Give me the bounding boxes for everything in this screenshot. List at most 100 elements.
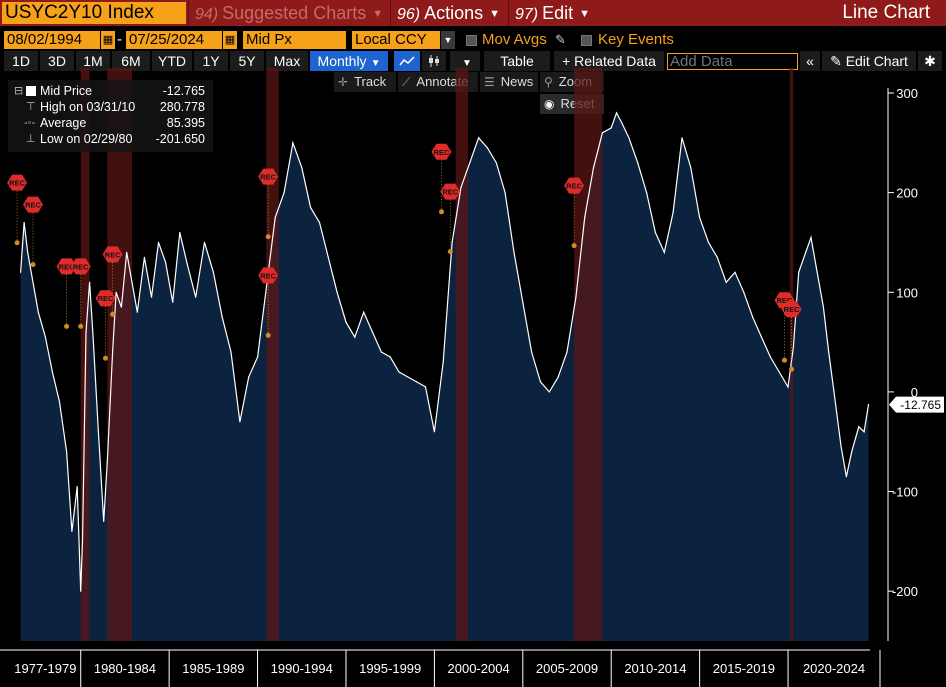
x-group-label: 2000-2004 xyxy=(448,661,510,676)
data-point xyxy=(637,162,639,164)
candlestick-glyph xyxy=(429,55,439,67)
pencil-icon[interactable]: ✎ xyxy=(555,32,566,47)
edit-menu[interactable]: 97) Edit ▼ xyxy=(508,0,594,26)
range-ytd-button[interactable]: YTD xyxy=(152,51,192,71)
rec-marker-label: REC xyxy=(9,179,25,188)
zoom-label: Zoom xyxy=(558,74,593,89)
periodicity-select[interactable]: Monthly ▼ xyxy=(310,51,388,71)
data-point xyxy=(442,361,444,363)
calendar-icon[interactable]: ▦ xyxy=(101,31,115,49)
rec-dot xyxy=(789,366,795,372)
data-point xyxy=(495,162,497,164)
data-point xyxy=(566,351,568,353)
rec-marker-icon xyxy=(774,292,795,309)
key-events-checkbox[interactable] xyxy=(581,35,592,46)
legend-average: -◦- Average 85.395 xyxy=(8,115,213,131)
zoom-button[interactable]: ⚲ Zoom xyxy=(540,72,604,92)
data-point xyxy=(725,281,727,283)
data-point xyxy=(292,142,294,144)
menu-number: 97) xyxy=(515,6,539,23)
rec-dot xyxy=(78,323,84,329)
range-max-button[interactable]: Max xyxy=(266,51,308,71)
recession-band xyxy=(574,68,603,641)
x-group-label: 1990-1994 xyxy=(271,661,333,676)
add-data-input[interactable] xyxy=(667,53,798,70)
annotate-button[interactable]: ⟋ Annotate xyxy=(398,72,478,92)
reset-button[interactable]: ◉ Reset xyxy=(540,94,604,114)
range-1y-button[interactable]: 1Y xyxy=(194,51,228,71)
chart-style-dropdown[interactable]: ▼ xyxy=(450,51,480,71)
line-chart-icon[interactable] xyxy=(394,51,420,71)
data-point xyxy=(592,167,595,169)
data-point xyxy=(815,266,817,268)
data-point xyxy=(44,336,47,338)
menu-label: Edit xyxy=(542,3,574,23)
pencil-icon: ✎ xyxy=(830,53,846,69)
data-point xyxy=(845,476,848,478)
series-area xyxy=(20,112,869,641)
data-point xyxy=(628,137,630,139)
suggested-charts-menu[interactable]: 94) Suggested Charts ▼ xyxy=(188,0,388,26)
average-line-icon: -◦- xyxy=(24,117,36,129)
legend-value: 280.778 xyxy=(159,100,205,114)
data-point xyxy=(248,376,250,378)
rec-marker-label: REC xyxy=(434,148,450,157)
data-point xyxy=(92,336,94,338)
range-6m-button[interactable]: 6M xyxy=(112,51,150,71)
data-point xyxy=(27,251,29,253)
data-point xyxy=(363,311,365,313)
gear-icon[interactable]: ✱ xyxy=(918,51,942,71)
data-point xyxy=(239,421,241,423)
data-point xyxy=(478,137,480,139)
chart-legend: ⊟ Mid Price -12.765 ⊤ High on 03/31/10 2… xyxy=(8,80,213,152)
data-point xyxy=(371,331,374,333)
data-point xyxy=(398,371,400,373)
data-point xyxy=(858,426,860,428)
data-point xyxy=(716,256,718,258)
data-point xyxy=(681,137,683,139)
data-point xyxy=(143,256,145,258)
table-button[interactable]: Table xyxy=(484,51,550,71)
rec-marker-icon xyxy=(7,174,28,191)
news-button[interactable]: ☰ News xyxy=(480,72,538,92)
rec-marker-icon xyxy=(102,246,123,263)
data-point xyxy=(504,192,506,194)
related-data-button[interactable]: + Related Data xyxy=(554,51,664,71)
edit-chart-button[interactable]: ✎ Edit Chart xyxy=(822,51,916,71)
start-date-field[interactable]: 08/02/1994 xyxy=(4,31,100,49)
range-5y-button[interactable]: 5Y xyxy=(230,51,264,71)
y-tick-label: -100 xyxy=(892,485,918,500)
data-point xyxy=(805,251,807,253)
range-1m-button[interactable]: 1M xyxy=(76,51,110,71)
collapse-icon[interactable]: ⊟ xyxy=(14,85,24,97)
track-button[interactable]: ✛ Track xyxy=(334,72,396,92)
actions-menu[interactable]: 96) Actions ▼ xyxy=(390,0,506,26)
data-point xyxy=(51,371,54,373)
recession-band xyxy=(789,68,794,641)
candlestick-icon[interactable] xyxy=(422,51,446,71)
range-1d-button[interactable]: 1D xyxy=(4,51,38,71)
recession-band xyxy=(80,68,90,641)
y-tick-label: 0 xyxy=(911,385,918,400)
collapse-left-icon[interactable]: « xyxy=(800,51,820,71)
price-field-select[interactable]: Mid Px xyxy=(243,31,346,49)
ticker-field[interactable]: USYC2Y10 Index xyxy=(2,2,186,24)
currency-select[interactable]: Local CCY xyxy=(352,31,440,49)
data-point xyxy=(778,371,780,373)
menu-label: Suggested Charts xyxy=(222,3,367,23)
chevron-down-icon[interactable]: ▼ xyxy=(441,31,455,49)
data-point xyxy=(150,296,153,298)
series-line xyxy=(20,111,870,592)
date-range-bar: 08/02/1994 ▦ - 07/25/2024 ▦ Mid Px Local… xyxy=(0,28,946,50)
mov-avgs-checkbox[interactable] xyxy=(466,35,477,46)
legend-value: -12.765 xyxy=(162,84,205,98)
data-point xyxy=(851,451,853,453)
end-date-field[interactable]: 07/25/2024 xyxy=(126,31,222,49)
data-point xyxy=(863,431,865,433)
range-3d-button[interactable]: 3D xyxy=(40,51,74,71)
calendar-icon[interactable]: ▦ xyxy=(223,31,237,49)
rec-dot xyxy=(447,249,453,255)
data-point xyxy=(76,486,78,488)
chevron-down-icon: ▼ xyxy=(462,58,472,69)
data-point xyxy=(20,271,22,273)
